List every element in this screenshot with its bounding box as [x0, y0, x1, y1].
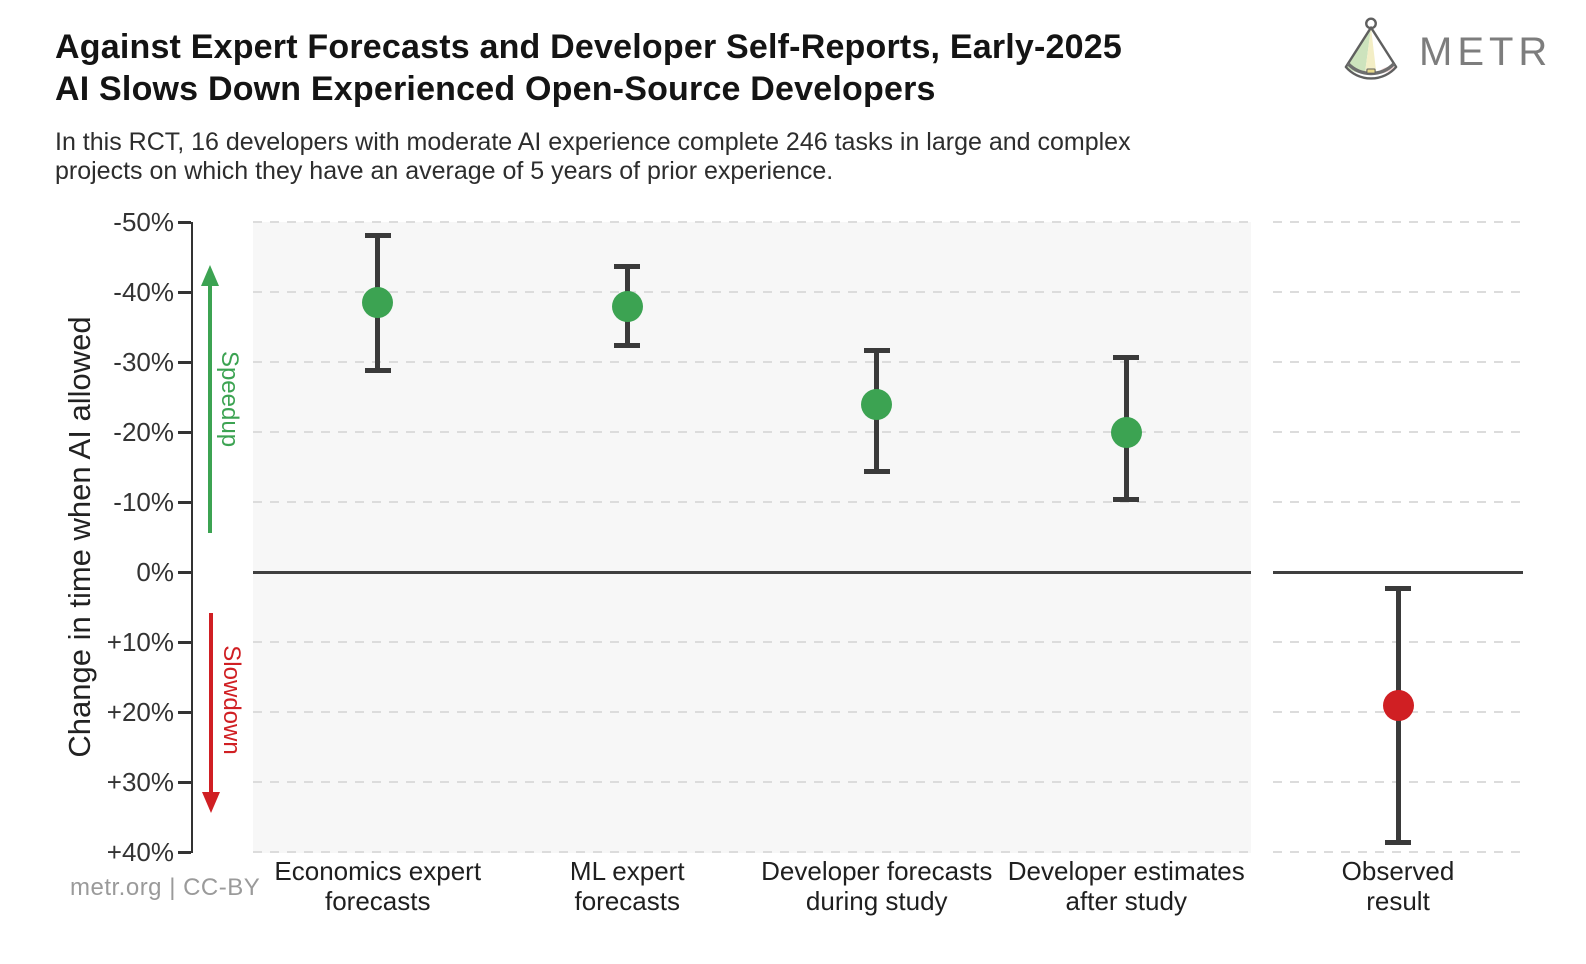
category-label: ML expert forecasts	[570, 856, 685, 916]
gridline	[253, 431, 1251, 433]
page-title-line2: AI Slows Down Experienced Open-Source De…	[55, 70, 936, 108]
category-label-line1: Developer estimates	[1007, 856, 1245, 886]
category-label-line2: after study	[1065, 886, 1187, 916]
category-label-line1: Developer forecasts	[761, 856, 993, 886]
speedup-label: Speedup	[216, 350, 243, 448]
main-plot-panel	[253, 221, 1251, 853]
gridline	[253, 711, 1251, 713]
chart-subtitle-line1: In this RCT, 16 developers with moderate…	[55, 128, 1131, 156]
gridline	[1273, 291, 1523, 293]
y-tick-label: +20%	[106, 697, 174, 727]
y-tick-label: -20%	[113, 417, 174, 447]
error-bar-cap-top	[364, 232, 391, 238]
point-estimate-dot	[611, 290, 643, 322]
y-tick-label: -40%	[113, 277, 174, 307]
metr-fan-icon	[1337, 16, 1405, 89]
category-label-line1: ML expert	[569, 856, 685, 886]
category-label: Developer forecasts during study	[761, 856, 992, 916]
error-bar-cap-bottom	[364, 367, 391, 373]
y-tick-label: -50%	[113, 207, 174, 237]
y-tick-label: 0%	[136, 557, 174, 587]
error-bar-cap-bottom	[863, 469, 890, 474]
point-estimate-dot	[1110, 416, 1142, 448]
y-tick-label: +40%	[106, 837, 174, 867]
error-bar-cap-bottom	[614, 343, 641, 348]
y-tick-mark	[178, 781, 191, 784]
y-tick-mark	[178, 291, 191, 294]
category-label-line2: during study	[805, 886, 948, 916]
y-tick-label: -30%	[113, 347, 174, 377]
gridline	[1273, 431, 1523, 433]
footer-credit: metr.org | CC-BY	[70, 874, 261, 901]
chart-subtitle-line2: projects on which they have an average o…	[55, 157, 834, 185]
gridline	[253, 851, 1251, 853]
gridline	[253, 641, 1251, 643]
y-tick-mark	[178, 361, 191, 364]
error-bar-cap-top	[614, 264, 641, 269]
y-tick-label: +10%	[106, 627, 174, 657]
slowdown-label: Slowdown	[218, 645, 245, 755]
point-estimate-dot	[362, 287, 394, 318]
error-bar-cap-bottom	[1385, 840, 1411, 845]
gridline	[1273, 851, 1523, 853]
category-label: Observed result	[1342, 856, 1455, 916]
error-bar-cap-top	[1113, 355, 1140, 360]
metr-logo: METR	[1337, 16, 1552, 89]
speedup-arrowhead-icon	[201, 265, 219, 286]
gridline	[253, 781, 1251, 783]
gridline	[253, 501, 1251, 503]
y-tick-label: +30%	[106, 767, 174, 797]
category-label: Economics expert forecasts	[274, 856, 481, 916]
gridline	[253, 361, 1251, 363]
y-tick-mark	[178, 571, 191, 574]
category-label-line1: Observed	[1341, 856, 1455, 886]
slowdown-arrowhead-icon	[202, 792, 220, 813]
y-axis-line	[191, 222, 193, 853]
gridline	[1273, 221, 1523, 223]
zero-reference-line	[1273, 571, 1523, 574]
gridline	[253, 291, 1251, 293]
point-estimate-dot	[1382, 689, 1414, 721]
category-label-line2: forecasts	[574, 886, 680, 916]
point-estimate-dot	[861, 388, 893, 420]
y-tick-mark	[178, 851, 191, 854]
y-tick-mark	[178, 711, 191, 714]
error-bar-cap-top	[1385, 586, 1411, 591]
metr-logo-text: METR	[1419, 30, 1553, 74]
y-tick-mark	[178, 431, 191, 434]
chart-subtitle: In this RCT, 16 developers with moderate…	[55, 128, 1131, 186]
y-tick-mark	[178, 641, 191, 644]
category-label-line2: result	[1366, 886, 1430, 916]
y-tick-mark	[178, 501, 191, 504]
zero-reference-line	[253, 571, 1251, 574]
gridline	[253, 221, 1251, 223]
page-title: Against Expert Forecasts and Developer S…	[55, 26, 1122, 110]
error-bar-cap-bottom	[1113, 497, 1140, 502]
y-tick-mark	[178, 221, 191, 224]
y-axis-title: Change in time when AI allowed	[62, 316, 97, 758]
gridline	[1273, 501, 1523, 503]
gridline	[1273, 361, 1523, 363]
speedup-arrow-line	[208, 285, 212, 533]
category-label-line2: forecasts	[325, 886, 431, 916]
error-bar-cap-top	[863, 348, 890, 353]
y-tick-label: -10%	[113, 487, 174, 517]
slowdown-arrow-line	[209, 613, 213, 794]
category-label-line1: Economics expert	[274, 856, 482, 886]
page-title-line1: Against Expert Forecasts and Developer S…	[55, 28, 1122, 66]
category-label: Developer estimates after study	[1008, 856, 1245, 916]
